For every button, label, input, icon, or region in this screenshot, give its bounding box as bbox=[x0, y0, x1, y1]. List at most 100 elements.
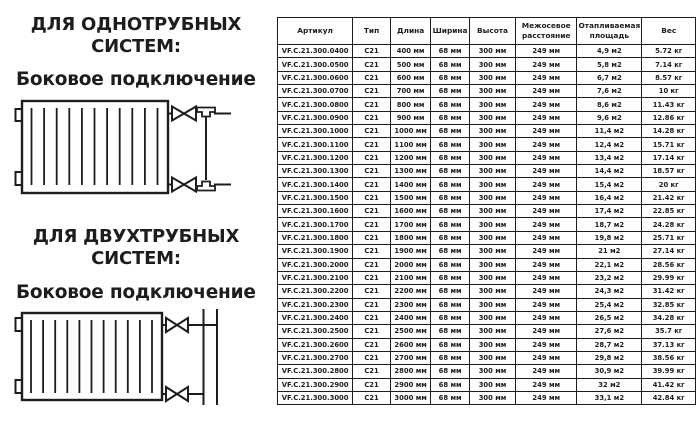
table-cell: 2600 мм bbox=[389, 337, 432, 352]
table-cell: 68 мм bbox=[430, 84, 470, 99]
table-cell: 68 мм bbox=[430, 70, 470, 86]
table-cell: VF.C.21.300.0700 bbox=[276, 84, 354, 99]
table-cell: 8,6 м2 bbox=[576, 97, 643, 112]
table-cell: 5.72 кг bbox=[641, 43, 696, 59]
table-row: VF.C.21.300.2900 C21 2900 мм 68 мм 300 мм 249… bbox=[276, 377, 696, 392]
table-cell: C21 bbox=[352, 337, 391, 352]
table-cell: C21 bbox=[352, 310, 391, 326]
table-row: VF.C.21.300.1100 C21 1100 мм 68 мм 300 мм 249… bbox=[276, 137, 696, 152]
table-cell: 68 мм bbox=[430, 364, 470, 379]
table-cell: 2700 мм bbox=[389, 350, 432, 366]
table-cell: 15.71 кг bbox=[641, 137, 696, 152]
table-cell: C21 bbox=[352, 324, 391, 339]
table-cell: 13,4 м2 bbox=[576, 150, 643, 166]
table-cell: 249 мм bbox=[515, 150, 578, 166]
table-cell: 300 мм bbox=[468, 164, 517, 179]
radiator-body bbox=[20, 99, 170, 195]
table-row: VF.C.21.300.0800 C21 800 мм 68 мм 300 мм 249 … bbox=[276, 97, 696, 112]
table-cell: 68 мм bbox=[430, 43, 470, 59]
table-cell: 16,4 м2 bbox=[576, 190, 643, 206]
table-cell: 900 мм bbox=[389, 110, 432, 126]
table-cell: 68 мм bbox=[430, 377, 470, 392]
table-cell: C21 bbox=[352, 70, 391, 86]
table-cell: 249 мм bbox=[515, 377, 578, 392]
table-cell: 25,4 м2 bbox=[576, 297, 643, 312]
table-cell: 1300 мм bbox=[389, 164, 432, 179]
table-cell: 1900 мм bbox=[389, 244, 432, 259]
table-row: VF.C.21.300.2000 C21 2000 мм 68 мм 300 мм 249… bbox=[276, 257, 696, 272]
table-row: VF.C.21.300.0400 C21 400 мм 68 мм 300 мм 249 … bbox=[276, 43, 696, 59]
table-row: VF.C.21.300.1300 C21 1300 мм 68 мм 300 мм 249… bbox=[276, 164, 696, 179]
table-cell: 249 мм bbox=[515, 350, 578, 366]
table-cell: 249 мм bbox=[515, 110, 578, 126]
table-cell: 19,8 м2 bbox=[576, 230, 643, 246]
table-cell: 17.14 кг bbox=[641, 150, 696, 166]
table-cell: C21 bbox=[352, 270, 391, 286]
table-cell: 42.84 кг bbox=[641, 390, 696, 406]
table-row: VF.C.21.300.1500 C21 1500 мм 68 мм 300 мм 249… bbox=[276, 190, 696, 206]
table-cell: 300 мм bbox=[468, 270, 517, 286]
table-cell: 249 мм bbox=[515, 364, 578, 379]
table-cell: 18,7 м2 bbox=[576, 217, 643, 232]
table-cell: VF.C.21.300.2000 bbox=[276, 257, 354, 272]
table-cell: VF.C.21.300.1500 bbox=[276, 190, 354, 206]
column-header: Тип bbox=[352, 17, 391, 45]
table-cell: 300 мм bbox=[468, 43, 517, 59]
section-title-line1: ДЛЯ ОДНОТРУБНЫХ bbox=[30, 14, 242, 35]
table-cell: 7,6 м2 bbox=[576, 84, 643, 99]
table-cell: 28,7 м2 bbox=[576, 337, 643, 352]
valve-icon bbox=[165, 385, 179, 403]
table-row: VF.C.21.300.3000 C21 3000 мм 68 мм 300 мм 249… bbox=[276, 390, 696, 406]
wall-bracket-bottom bbox=[14, 171, 23, 186]
single-pipe-radiator-diagram bbox=[14, 99, 231, 195]
section-title-single-pipe: ДЛЯ ОДНОТРУБНЫХ СИСТЕМ: bbox=[0, 14, 272, 57]
table-cell: 300 мм bbox=[468, 57, 517, 72]
table-row: VF.C.21.300.1700 C21 1700 мм 68 мм 300 мм 249… bbox=[276, 217, 696, 232]
table-cell: 249 мм bbox=[515, 43, 578, 59]
table-cell: 14,4 м2 bbox=[576, 164, 643, 179]
table-cell: 300 мм bbox=[468, 297, 517, 312]
header-row: Артикул Тип Длина Ширина Высота Межосевое рас… bbox=[276, 17, 696, 45]
table-cell: 300 мм bbox=[468, 337, 517, 352]
table-cell: VF.C.21.300.2700 bbox=[276, 350, 354, 366]
table-row: VF.C.21.300.2800 C21 2800 мм 68 мм 300 мм 249… bbox=[276, 364, 696, 379]
table-cell: 22.85 кг bbox=[641, 204, 696, 219]
table-cell: 68 мм bbox=[430, 324, 470, 339]
valve-icon bbox=[175, 316, 189, 334]
table-cell: C21 bbox=[352, 364, 391, 379]
table-cell: VF.C.21.300.1700 bbox=[276, 217, 354, 232]
table-cell: 68 мм bbox=[430, 217, 470, 232]
table-cell: 600 мм bbox=[389, 70, 432, 86]
table-cell: 32 м2 bbox=[576, 377, 643, 392]
table-cell: 300 мм bbox=[468, 377, 517, 392]
table-cell: 34.28 кг bbox=[641, 310, 696, 326]
table-cell: VF.C.21.300.0500 bbox=[276, 57, 354, 72]
table-cell: C21 bbox=[352, 230, 391, 246]
table-cell: C21 bbox=[352, 110, 391, 126]
table-cell: 68 мм bbox=[430, 164, 470, 179]
table-cell: 300 мм bbox=[468, 124, 517, 139]
table-cell: 2000 мм bbox=[389, 257, 432, 272]
table-cell: C21 bbox=[352, 164, 391, 179]
table-row: VF.C.21.300.1600 C21 1600 мм 68 мм 300 мм 249… bbox=[276, 204, 696, 219]
table-cell: VF.C.21.300.2300 bbox=[276, 297, 354, 312]
table-cell: VF.C.21.300.0600 bbox=[276, 70, 354, 86]
table-cell: 68 мм bbox=[430, 270, 470, 286]
table-cell: VF.C.21.300.0400 bbox=[276, 43, 354, 59]
table-cell: C21 bbox=[352, 297, 391, 312]
table-cell: C21 bbox=[352, 350, 391, 366]
table-cell: VF.C.21.300.3000 bbox=[276, 390, 354, 406]
table-row: VF.C.21.300.2500 C21 2500 мм 68 мм 300 мм 249… bbox=[276, 324, 696, 339]
table-row: VF.C.21.300.0700 C21 700 мм 68 мм 300 мм 249 … bbox=[276, 84, 696, 99]
table-cell: 5,8 м2 bbox=[576, 57, 643, 72]
table-cell: C21 bbox=[352, 137, 391, 152]
column-header: Артикул bbox=[276, 17, 354, 45]
table-cell: 12.86 кг bbox=[641, 110, 696, 126]
table-body: VF.C.21.300.0400 C21 400 мм 68 мм 300 мм 249 … bbox=[276, 43, 696, 406]
table-cell: 300 мм bbox=[468, 364, 517, 379]
table-cell: 33,1 м2 bbox=[576, 390, 643, 406]
table-cell: 300 мм bbox=[468, 284, 517, 299]
wall-bracket-top bbox=[14, 317, 23, 332]
table-row: VF.C.21.300.0600 C21 600 мм 68 мм 300 мм 249 … bbox=[276, 70, 696, 86]
table-cell: 500 мм bbox=[389, 57, 432, 72]
